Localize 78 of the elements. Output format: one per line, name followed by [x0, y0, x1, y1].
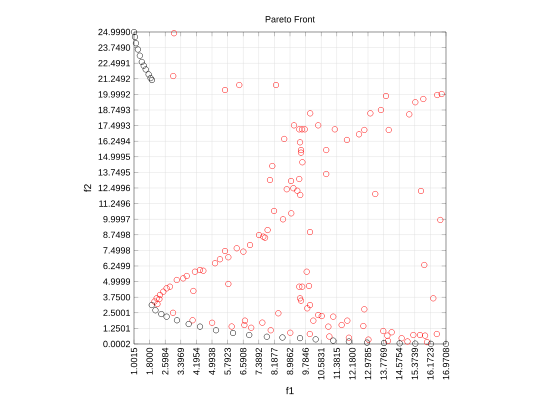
y-tick-label: 1.2501: [104, 325, 130, 332]
y-tick-label: 18.7493: [98, 106, 130, 114]
y-tick-label: 11.2496: [99, 200, 130, 207]
x-tick-label: 11.3815: [334, 348, 340, 379]
y-tick-label: 12.4996: [98, 184, 130, 192]
y-tick-label: 2.5001: [103, 310, 130, 316]
x-tick-label: 5.7923: [224, 348, 231, 375]
y-tick-label: 7.4998: [103, 247, 130, 254]
point: [296, 335, 304, 342]
y-tick-label: 17.4993: [98, 122, 130, 129]
point: [442, 340, 450, 348]
y-tick-label: 0.0002: [103, 340, 130, 348]
point: [132, 40, 139, 46]
chart-title: Pareto Front: [266, 16, 315, 22]
point: [138, 58, 145, 65]
point: [158, 310, 164, 318]
point: [230, 330, 236, 336]
y-tick-label: 6.2499: [103, 262, 130, 270]
point: [148, 76, 155, 84]
x-tick-label: 12.1800: [349, 348, 356, 380]
y-tick-label: 13.7495: [98, 169, 130, 176]
y-tick-label: 3.7500: [103, 294, 130, 300]
point: [130, 28, 138, 36]
point: [132, 34, 138, 40]
x-axis-title: f1: [286, 386, 294, 394]
x-tick-label: 8.9862: [286, 348, 294, 375]
x-tick-label: 2.5984: [162, 348, 168, 375]
y-tick-label: 14.9995: [98, 154, 130, 160]
y-tick-label: 22.4991: [98, 60, 130, 66]
point: [148, 75, 154, 82]
y-tick-label: 8.7498: [103, 232, 130, 238]
point: [428, 340, 434, 347]
y-tick-label: 23.7490: [98, 44, 130, 51]
x-tick-label: 14.5754: [396, 348, 402, 380]
x-tick-label: 8.1877: [271, 348, 278, 375]
x-tick-label: 1.0015: [130, 348, 138, 374]
x-tick-label: 13.7769: [380, 348, 387, 380]
y-axis-title: f2: [84, 184, 92, 192]
point: [142, 66, 149, 72]
point: [186, 320, 192, 328]
point: [364, 340, 370, 346]
x-tick-label: 1.8000: [146, 348, 153, 374]
point: [148, 302, 155, 308]
y-tick-label: 9.9997: [103, 216, 130, 222]
y-tick-label: 16.2494: [98, 138, 130, 144]
point: [246, 332, 252, 338]
point: [264, 334, 270, 340]
x-tick-label: 16.9708: [442, 348, 450, 380]
point: [134, 46, 141, 52]
point: [279, 334, 286, 341]
point: [330, 338, 336, 344]
point: [396, 340, 403, 346]
x-tick-label: 16.1723: [427, 348, 434, 380]
x-tick-label: 10.5831: [318, 348, 324, 380]
point: [412, 340, 418, 347]
x-tick-label: 4.1954: [193, 348, 200, 375]
y-tick-label: 24.9990: [98, 28, 130, 36]
x-tick-label: 12.9785: [364, 348, 372, 380]
x-tick-label: 7.3892: [256, 348, 262, 375]
x-tick-label: 4.9938: [208, 348, 216, 375]
point: [174, 317, 180, 324]
point: [136, 52, 143, 59]
point: [164, 314, 170, 320]
point: [140, 62, 147, 69]
y-tick-label: 21.2492: [98, 76, 130, 82]
point: [346, 338, 352, 345]
x-tick-label: 6.5908: [240, 348, 246, 375]
point: [212, 327, 220, 334]
point: [381, 340, 388, 346]
y-tick-label: 19.9992: [98, 91, 130, 98]
x-tick-label: 9.7846: [302, 348, 309, 375]
point: [312, 336, 319, 342]
point: [196, 324, 204, 330]
point: [146, 71, 152, 78]
x-tick-label: 3.3969: [178, 348, 184, 375]
y-tick-label: 4.9999: [103, 278, 130, 285]
x-tick-label: 15.3739: [412, 348, 418, 380]
point: [152, 307, 159, 314]
